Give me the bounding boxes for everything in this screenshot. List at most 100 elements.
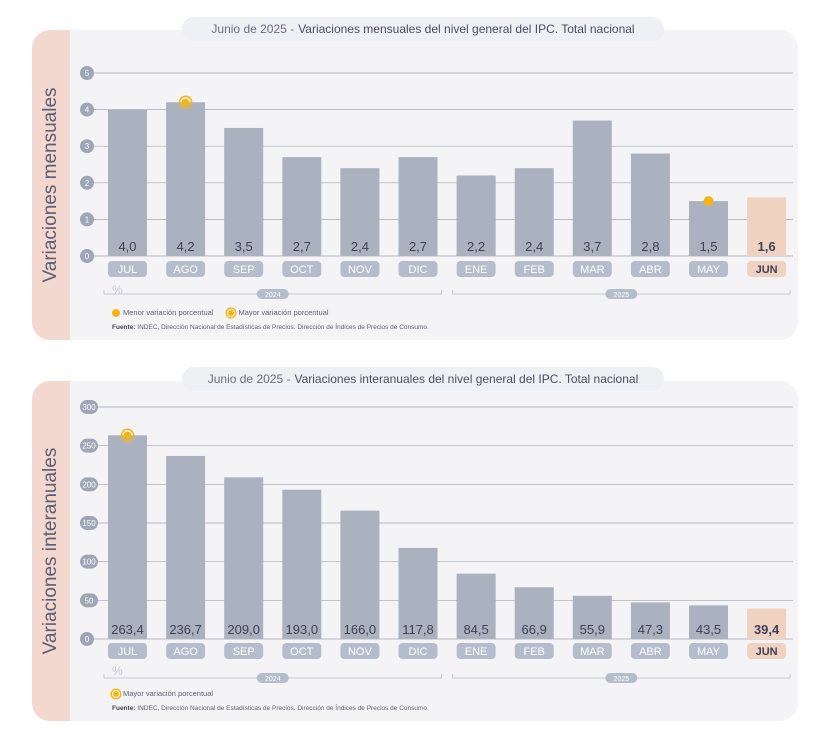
year-badge — [256, 673, 289, 683]
bar — [224, 477, 264, 639]
y-tick-label: 50 — [85, 596, 94, 605]
category-pill — [108, 261, 147, 277]
category-label: DIC — [409, 646, 428, 658]
bar — [689, 201, 728, 256]
bar — [514, 168, 554, 256]
bar — [630, 602, 670, 639]
y-tick-badge — [80, 212, 94, 227]
category-label: ABR — [639, 264, 662, 276]
data-label: 236,7 — [169, 622, 202, 637]
category-pill — [572, 643, 612, 659]
max-marker — [120, 428, 135, 443]
y-tick-badge — [80, 593, 98, 608]
data-label: 66,9 — [522, 622, 547, 637]
category-label: OCT — [290, 264, 314, 276]
category-pill — [630, 261, 670, 277]
category-label: JUN — [756, 264, 778, 276]
category-pill — [456, 261, 496, 277]
category-pill — [166, 261, 206, 277]
y-tick-label: 1 — [85, 215, 90, 224]
category-pill — [747, 261, 787, 277]
category-label: AGO — [173, 264, 198, 276]
category-label: AGO — [173, 646, 198, 658]
category-label: ENE — [465, 264, 488, 276]
year-badge — [605, 289, 638, 299]
category-pill — [456, 643, 496, 659]
category-pill — [108, 643, 147, 659]
category-pill — [398, 643, 438, 659]
data-label: 2,7 — [409, 239, 427, 254]
category-pill — [747, 643, 787, 659]
y-tick-badge — [80, 249, 94, 263]
data-label: 4,0 — [118, 239, 136, 254]
ring-dot-icon — [227, 309, 236, 318]
category-label: JUL — [118, 264, 138, 276]
category-pill — [689, 261, 728, 277]
y-tick-badge — [80, 477, 98, 492]
category-label: JUN — [756, 646, 778, 658]
data-label: 2,4 — [525, 239, 543, 254]
data-label: 4,2 — [177, 239, 195, 254]
category-label: DIC — [409, 264, 428, 276]
bar — [630, 153, 670, 256]
data-label: 43,5 — [696, 622, 721, 637]
y-tick-badge — [80, 175, 94, 190]
y-tick-label: 300 — [82, 403, 96, 412]
category-pill — [572, 261, 612, 277]
category-pill — [282, 261, 322, 277]
y-tick-label: 3 — [85, 142, 90, 151]
y-tick-badge — [80, 516, 98, 530]
category-pill — [282, 643, 322, 659]
bar-chart-monthly: 0 1 2 3 4 5 4,0 JUL 4,2 AGO 3,5 SEP 2,7 OCT 2,4 NOV 2,7 D… — [80, 66, 793, 299]
data-label: 1,5 — [699, 239, 717, 254]
category-label: SEP — [233, 264, 255, 276]
category-label: JUL — [118, 646, 138, 658]
legend-item-max: Mayor variación porcentual — [227, 308, 329, 318]
legend-item-max: Mayor variación porcentual — [112, 689, 213, 699]
bar — [572, 595, 612, 639]
category-label: OCT — [290, 646, 314, 658]
chart-title-monthly: Junio de 2025 - Variaciones mensuales de… — [182, 17, 664, 41]
category-label: NOV — [348, 264, 373, 276]
bar — [340, 510, 380, 639]
data-label: 55,9 — [580, 622, 605, 637]
category-label: FEB — [523, 646, 544, 658]
category-pill — [514, 261, 554, 277]
bar — [166, 455, 206, 639]
bar — [747, 608, 787, 639]
source-note: Fuente: INDEC, Dirección Nacional de Est… — [112, 705, 429, 712]
y-axis-label-box: Variaciones mensuales — [32, 30, 70, 340]
bar — [456, 573, 496, 639]
bar — [166, 102, 206, 256]
y-tick-label: 0 — [85, 635, 90, 644]
data-label: 209,0 — [227, 622, 260, 637]
year-badge — [605, 673, 638, 683]
category-label: MAY — [697, 264, 721, 276]
ring-dot-icon — [112, 690, 120, 699]
category-label: SEP — [233, 646, 255, 658]
y-tick-label: 250 — [82, 442, 96, 451]
y-tick-label: 5 — [85, 69, 90, 78]
bar — [514, 587, 554, 639]
year-label: 2024 — [265, 676, 281, 683]
solid-dot-icon — [112, 309, 120, 318]
year-badge — [256, 289, 289, 299]
category-pill — [340, 261, 380, 277]
y-tick-badge — [80, 554, 98, 569]
y-tick-label: 200 — [82, 480, 96, 489]
category-pill — [340, 643, 380, 659]
data-label: 2,4 — [351, 239, 369, 254]
data-label: 84,5 — [463, 622, 488, 637]
unit-label: % — [112, 664, 123, 678]
data-label: 2,8 — [641, 239, 659, 254]
y-tick-label: 2 — [85, 179, 90, 188]
legend: Mayor variación porcentual — [112, 689, 213, 699]
bar — [398, 157, 438, 256]
bar — [747, 197, 787, 256]
source-note: Fuente: INDEC, Dirección Nacional de Est… — [112, 324, 429, 331]
max-marker-core — [181, 98, 190, 107]
bar — [398, 547, 438, 639]
category-label: ENE — [465, 646, 488, 658]
category-pill — [224, 643, 264, 659]
year-label: 2025 — [614, 292, 630, 299]
